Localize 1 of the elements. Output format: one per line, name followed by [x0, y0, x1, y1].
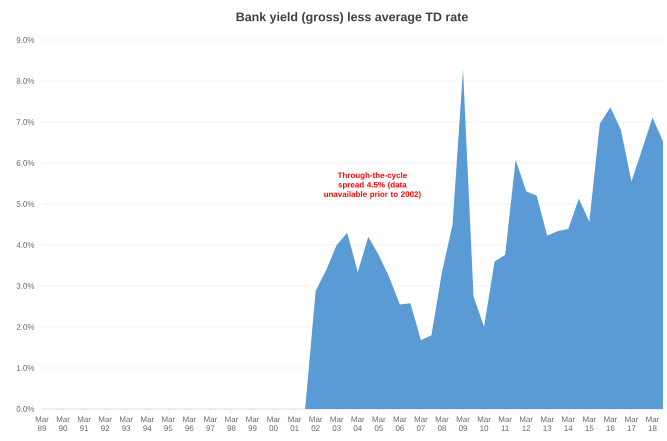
chart-title: Bank yield (gross) less average TD rate: [236, 12, 468, 24]
